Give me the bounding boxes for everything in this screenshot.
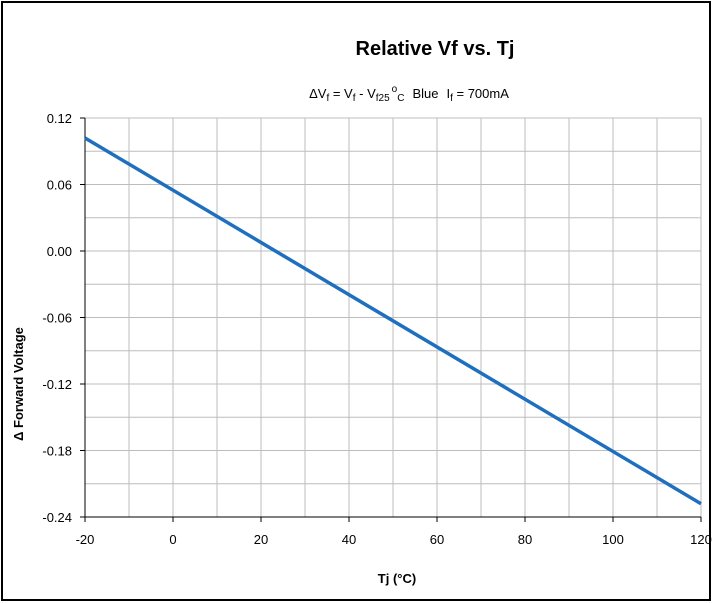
chart-title: Relative Vf vs. Tj — [356, 38, 515, 60]
axes — [80, 117, 702, 522]
y-tick-label: -0.06 — [42, 311, 72, 326]
y-tick-labels: 0.12 0.06 0.00 -0.06 -0.12 -0.18 -0.24 — [42, 111, 72, 525]
subtitle-sub-f1: f — [326, 93, 329, 104]
chart-svg: Relative Vf vs. Tj ΔVf = Vf - Vf25oC Blue… — [11, 38, 712, 586]
x-tick-label: 0 — [169, 532, 176, 547]
y-tick-label: -0.24 — [42, 510, 72, 525]
y-tick-label: -0.18 — [42, 444, 72, 459]
subtitle-current-value: = 700mA — [453, 86, 509, 101]
subtitle-deg: o — [392, 84, 398, 95]
series-lines — [84, 136, 702, 506]
subtitle-eq1: = V — [329, 86, 353, 101]
x-tick-label: 120 — [690, 532, 712, 547]
subtitle-current-i: I — [446, 86, 450, 101]
x-tick-label: 20 — [254, 532, 268, 547]
subtitle-minus: - V — [356, 86, 377, 101]
x-tick-label: 40 — [342, 532, 356, 547]
chart-subtitle: ΔVf = Vf - Vf25oC Blue If = 700mA — [309, 84, 509, 104]
y-tick-label: -0.12 — [42, 377, 72, 392]
x-tick-label: 80 — [518, 532, 532, 547]
subtitle-sub-f2: f — [353, 93, 356, 104]
y-axis-label: Δ Forward Voltage — [11, 327, 26, 441]
subtitle-sub-f25: f25 — [376, 93, 390, 104]
subtitle-delta: ΔV — [309, 86, 327, 101]
y-tick-label: 0.06 — [47, 178, 72, 193]
y-tick-label: 0.00 — [47, 244, 72, 259]
subtitle-blue: Blue — [412, 86, 438, 101]
x-tick-labels: -20 0 20 40 60 80 100 120 — [76, 532, 712, 547]
subtitle-sub-f3: f — [450, 93, 453, 104]
x-axis-label: Tj (°C) — [378, 571, 416, 586]
x-tick-label: 100 — [602, 532, 624, 547]
series-line — [84, 136, 702, 506]
subtitle-celsius: C — [397, 93, 404, 104]
grid — [84, 117, 702, 518]
x-tick-label: 60 — [430, 532, 444, 547]
y-tick-label: 0.12 — [47, 111, 72, 126]
x-tick-label: -20 — [76, 532, 95, 547]
